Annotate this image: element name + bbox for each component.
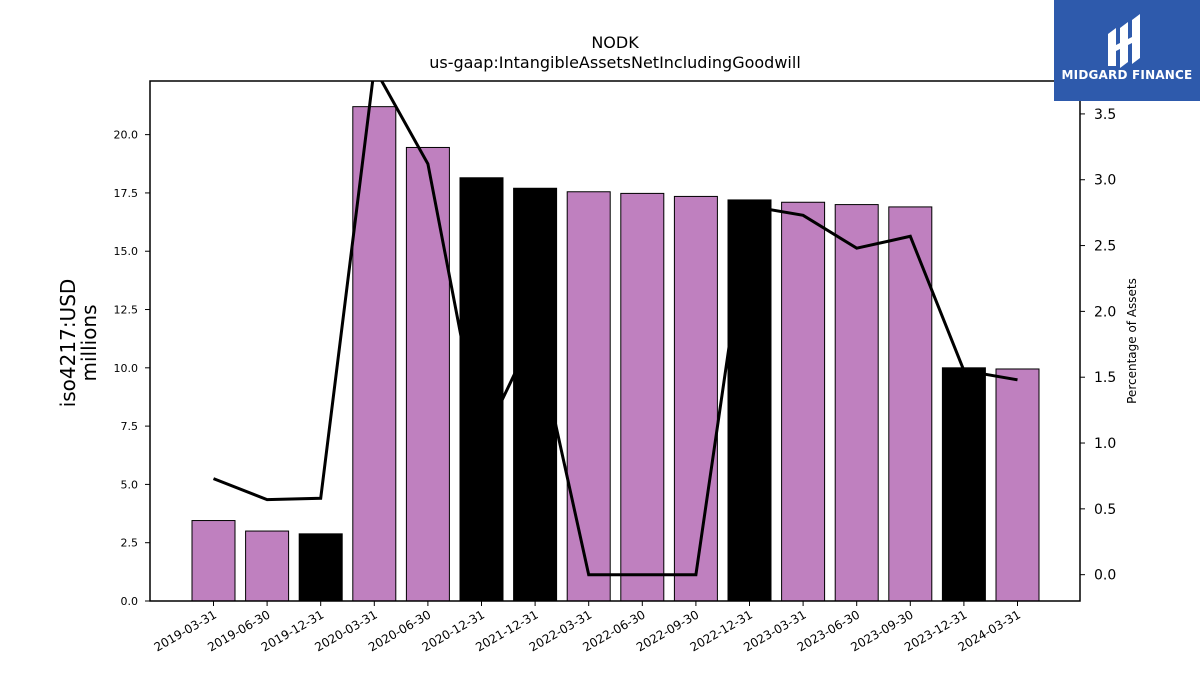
y2-axis-label: Percentage of Assets (1125, 278, 1139, 404)
bar (566, 191, 611, 602)
y2-tick-label: 1.0 (1094, 436, 1116, 452)
bar (727, 199, 772, 602)
bar (620, 192, 665, 602)
y2-tick-label: 2.0 (1094, 304, 1116, 320)
y-tick-label: 7.5 (121, 420, 139, 433)
bar (191, 520, 236, 602)
bar (459, 177, 504, 602)
y-tick-label: 15.0 (114, 245, 139, 258)
y2-tick-label: 3.0 (1094, 173, 1116, 189)
chart-title: NODK (591, 33, 639, 52)
brand-logo: MIDGARD FINANCE (1054, 0, 1200, 101)
bar (995, 368, 1040, 602)
y-tick-label: 10.0 (114, 362, 139, 375)
y-tick-label: 5.0 (121, 478, 139, 491)
plot-frame (149, 80, 1081, 602)
y2-tick-label: 2.5 (1094, 239, 1116, 255)
y-tick-label: 2.5 (121, 537, 139, 550)
bar (673, 195, 718, 602)
y-tick-label: 20.0 (114, 129, 139, 142)
logo-text: MIDGARD FINANCE (1061, 68, 1193, 82)
chart-subtitle: us-gaap:IntangibleAssetsNetIncludingGood… (429, 53, 801, 72)
y2-tick-label: 3.5 (1094, 107, 1116, 123)
y-tick-label: 0.0 (121, 595, 139, 608)
y-tick-label: 12.5 (114, 304, 139, 317)
bar (941, 367, 986, 602)
y-tick-label: 17.5 (114, 187, 139, 200)
y2-tick-label: 0.5 (1094, 502, 1116, 518)
bar (298, 533, 343, 602)
bar (834, 204, 879, 602)
bar (405, 146, 450, 602)
y2-tick-label: 0.0 (1094, 568, 1116, 584)
percentage-line (212, 81, 1018, 577)
y-axis-label: iso4217:USDmillions (56, 279, 101, 408)
y2-tick-label: 1.5 (1094, 370, 1116, 386)
logo-icon (1108, 14, 1140, 68)
bar (888, 206, 933, 602)
bar (781, 201, 826, 602)
bar (245, 530, 290, 602)
